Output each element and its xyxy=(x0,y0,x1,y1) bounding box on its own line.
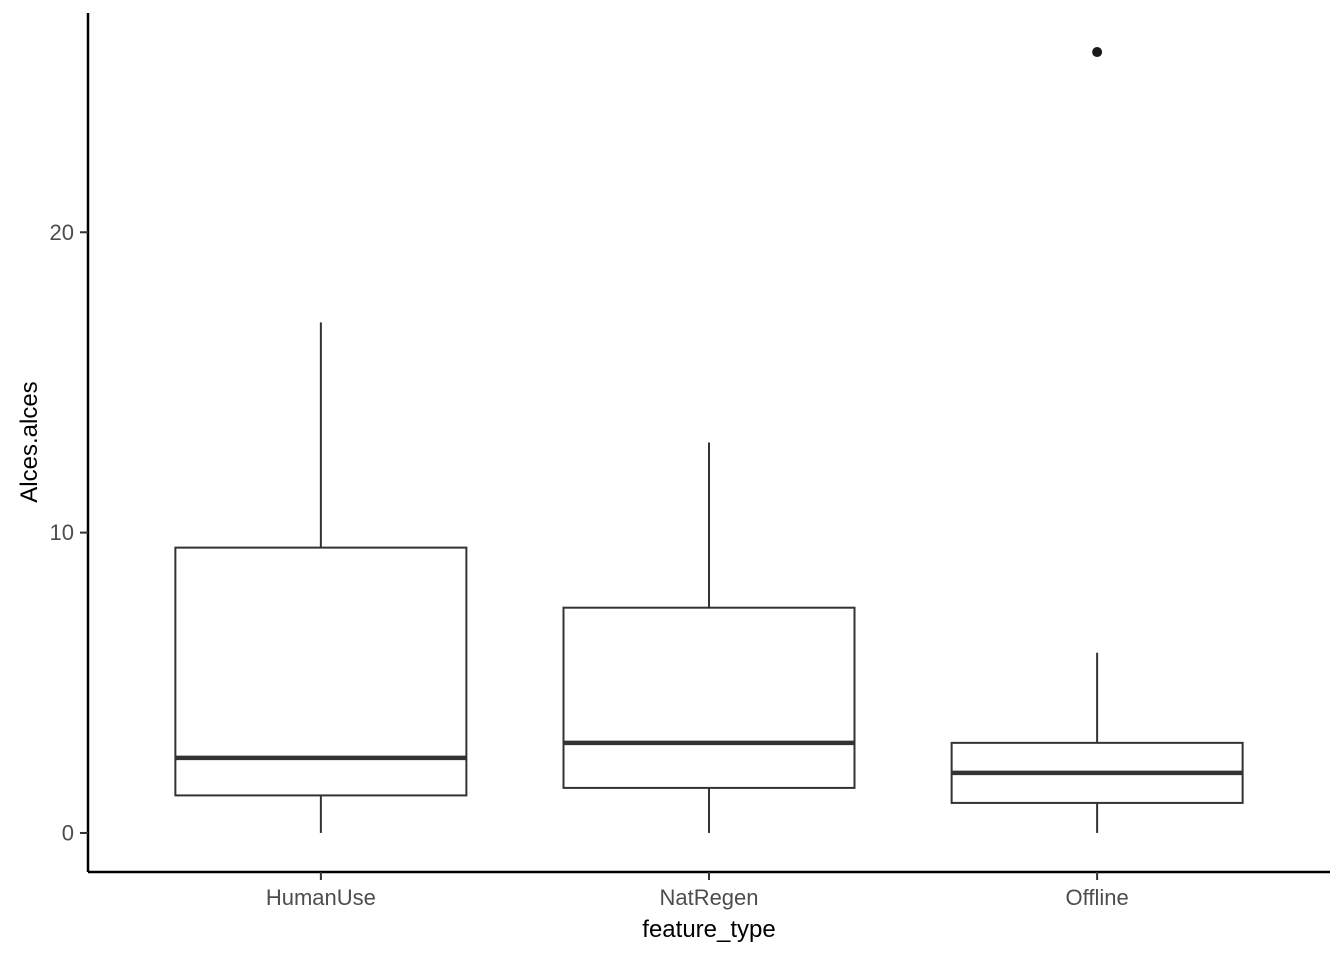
y-tick-label: 10 xyxy=(50,520,74,545)
box-natregen xyxy=(562,606,856,789)
y-axis-title: Alces.alces xyxy=(16,381,43,503)
x-axis-title: feature_type xyxy=(642,916,776,943)
x-tick-label-natregen: NatRegen xyxy=(659,885,758,910)
box-humanuse xyxy=(174,546,468,797)
y-tick-label: 0 xyxy=(62,820,74,845)
outlier-point-offline xyxy=(1092,47,1103,58)
x-tick-label-offline: Offline xyxy=(1066,885,1129,910)
y-tick-label: 20 xyxy=(50,220,74,245)
x-tick-label-humanuse: HumanUse xyxy=(266,885,376,910)
